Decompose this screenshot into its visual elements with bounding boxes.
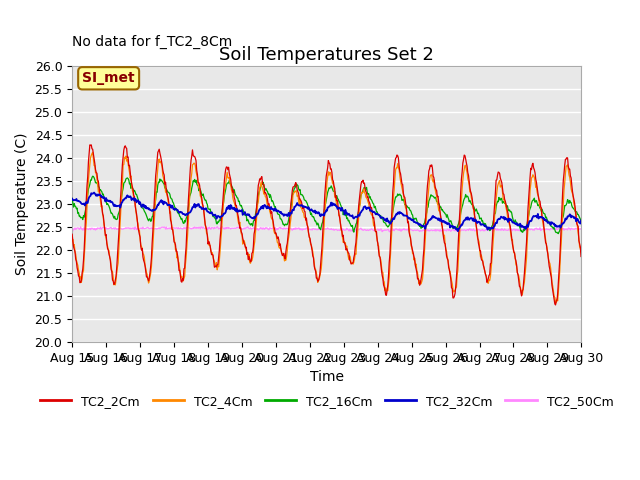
X-axis label: Time: Time: [310, 370, 344, 384]
Y-axis label: Soil Temperature (C): Soil Temperature (C): [15, 132, 29, 275]
Text: No data for f_TC2_8Cm: No data for f_TC2_8Cm: [72, 35, 232, 49]
Title: Soil Temperatures Set 2: Soil Temperatures Set 2: [220, 46, 434, 64]
Legend: TC2_2Cm, TC2_4Cm, TC2_16Cm, TC2_32Cm, TC2_50Cm: TC2_2Cm, TC2_4Cm, TC2_16Cm, TC2_32Cm, TC…: [35, 390, 618, 413]
Text: SI_met: SI_met: [83, 72, 135, 85]
